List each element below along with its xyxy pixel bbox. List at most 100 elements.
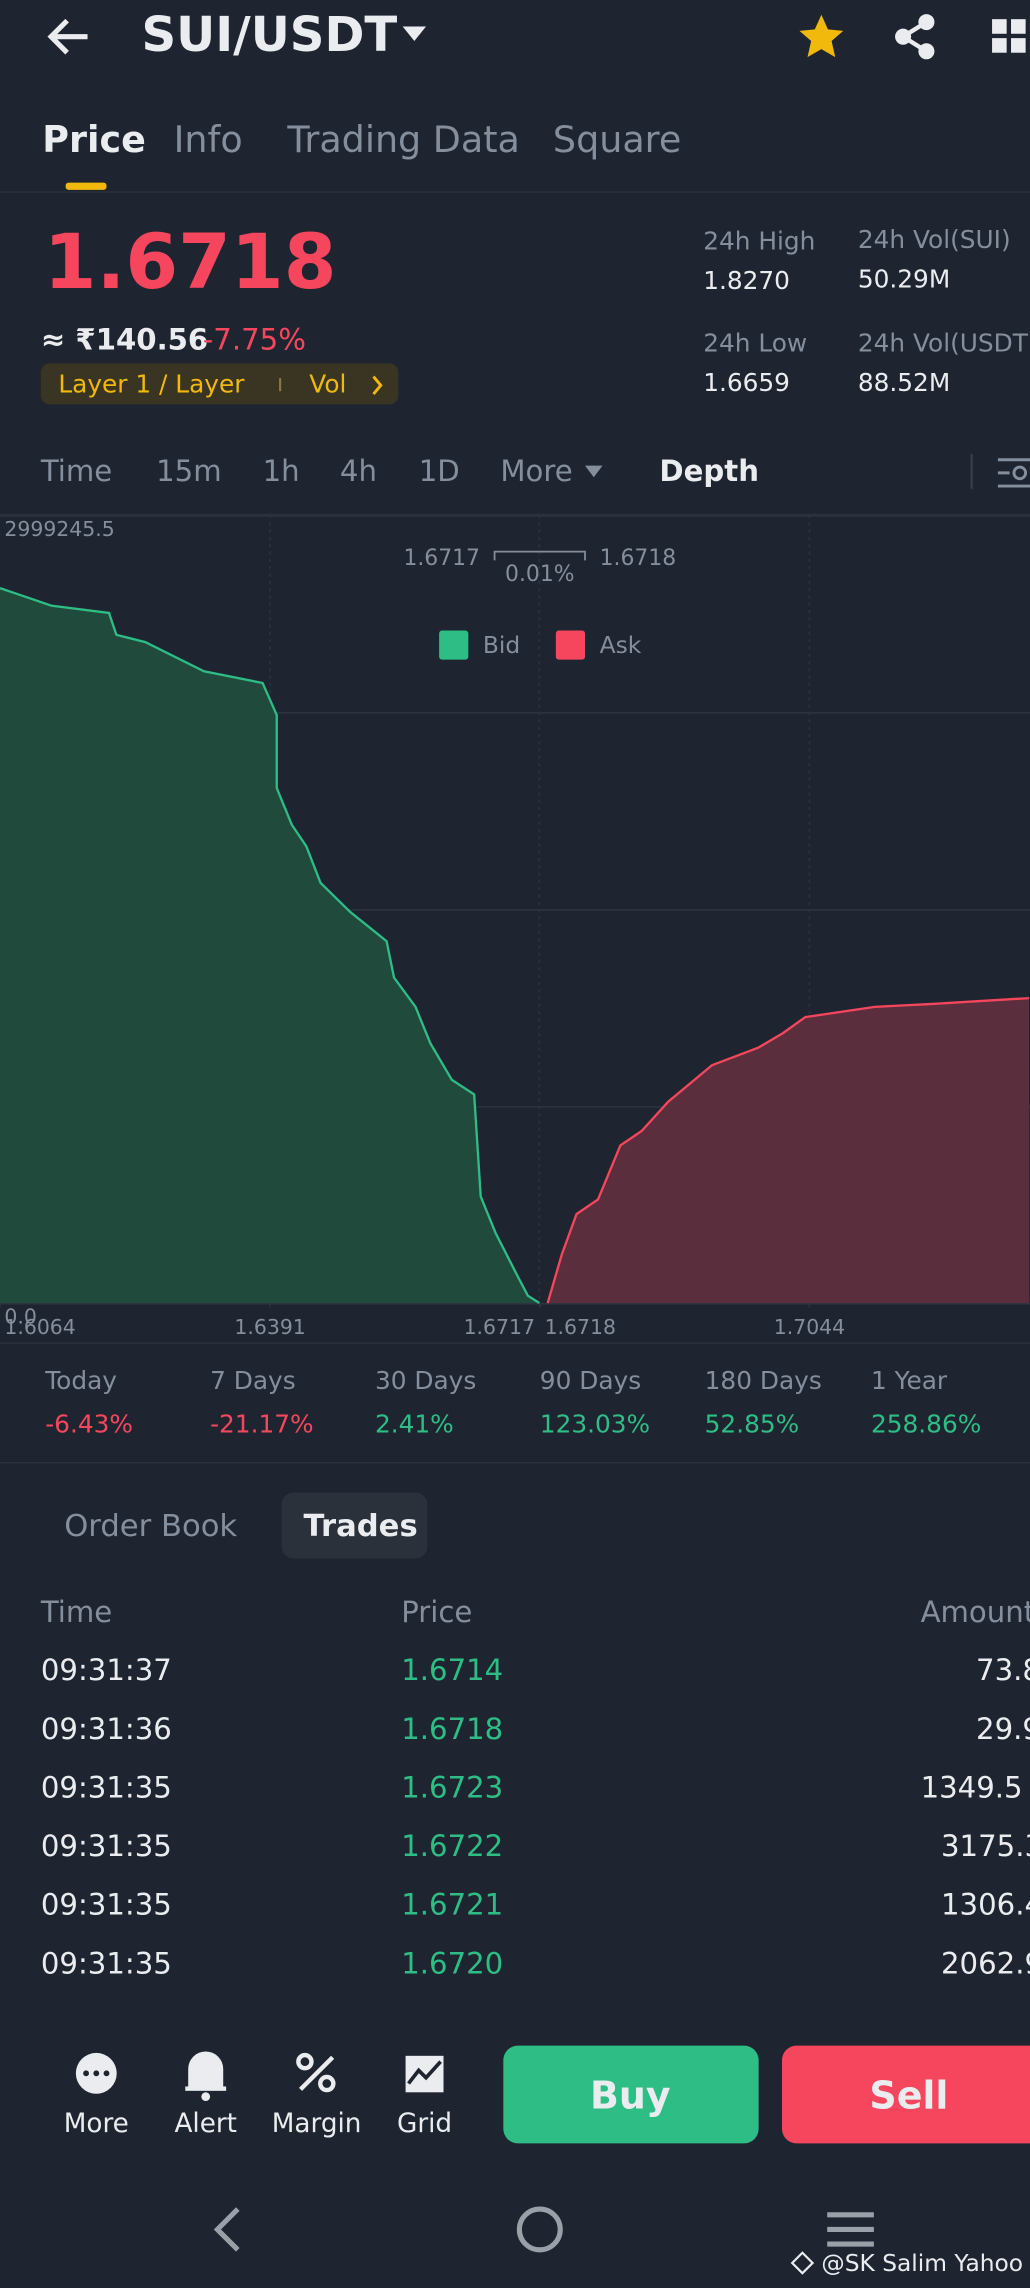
more-icon[interactable] — [75, 2052, 117, 2094]
period-label: 1 Year — [871, 1366, 948, 1395]
order-book-tab[interactable]: Order Book — [64, 1509, 237, 1544]
bid-price-annotation: 1.6717 — [403, 546, 480, 571]
period-label: 30 Days — [375, 1366, 476, 1395]
period-label: 7 Days — [210, 1366, 296, 1395]
nav-home[interactable] — [516, 2206, 563, 2253]
grid-icon[interactable] — [405, 2055, 444, 2093]
trade-amount: 1306.4 — [941, 1888, 1030, 1922]
depth-area — [547, 998, 1030, 1304]
stat-value: 1.6659 — [703, 368, 790, 397]
trade-price: 1.6721 — [401, 1888, 503, 1922]
spread-annotation: 0.01% — [505, 562, 574, 587]
trade-time: 09:31:36 — [41, 1712, 172, 1746]
legend-label: Bid — [483, 631, 520, 659]
trade-amount: 2062.9 — [941, 1946, 1030, 1980]
period-change: -6.43% — [45, 1410, 133, 1439]
trade-time: 09:31:37 — [41, 1653, 172, 1687]
trade-amount: 73.8 — [976, 1653, 1030, 1687]
pair-dropdown[interactable] — [402, 26, 427, 42]
action-label[interactable]: Alert — [174, 2109, 237, 2139]
last-price: 1.6718 — [44, 218, 337, 306]
more-dropdown[interactable] — [585, 465, 603, 478]
pair-title[interactable]: SUI/USDT — [142, 7, 398, 63]
interval-tab[interactable]: More — [500, 454, 572, 488]
trade-price: 1.6720 — [401, 1946, 503, 1980]
stat-value: 1.8270 — [703, 266, 790, 295]
tab[interactable]: Square — [553, 118, 681, 161]
nav-menu[interactable] — [827, 2212, 874, 2247]
tag-box[interactable] — [40, 363, 399, 405]
depth-line — [0, 587, 540, 1305]
fiat-price: ≈ ₹140.56 — [41, 323, 208, 357]
buy-button[interactable] — [503, 2045, 759, 2144]
stat-label: 24h Low — [703, 329, 807, 358]
share-button[interactable] — [895, 14, 935, 60]
trade-amount: 1349.5 — [921, 1770, 1023, 1804]
x-tick-label: 1.6064 — [4, 1315, 75, 1339]
sell-button[interactable] — [781, 2045, 1030, 2144]
trade-amount: 29.9 — [976, 1712, 1030, 1746]
stat-label: 24h Vol(USDT — [858, 329, 1029, 358]
stat-label: 24h Vol(SUI) — [858, 225, 1011, 254]
favorite-star[interactable] — [799, 14, 844, 58]
trades-tab-box[interactable] — [281, 1492, 428, 1559]
trade-time: 09:31:35 — [41, 1888, 172, 1922]
tag-chevron — [372, 375, 383, 396]
period-change: 2.41% — [375, 1410, 454, 1439]
sector-tag[interactable]: Layer 1 / Layer — [58, 369, 245, 398]
x-tick-label: 1.6718 — [545, 1315, 616, 1339]
period-change: 52.85% — [705, 1410, 800, 1439]
depth-line — [546, 996, 1030, 1304]
period-label: 90 Days — [540, 1366, 641, 1395]
column-header: Time — [40, 1595, 112, 1629]
interval-tab[interactable]: 1h — [263, 454, 300, 488]
depth-area — [0, 588, 540, 1304]
period-label: Today — [44, 1366, 117, 1395]
watermark-icon — [790, 2251, 815, 2275]
depth-chart: 0.0749811.41499622.82249434.02999245.51.… — [0, 515, 1030, 1339]
x-tick-label: 1.6391 — [234, 1315, 305, 1339]
trade-price: 1.6722 — [401, 1829, 503, 1863]
margin-icon[interactable] — [296, 2052, 336, 2093]
tab[interactable]: Price — [42, 118, 146, 161]
chart-settings[interactable] — [997, 458, 1030, 488]
trade-amount: 3175.3 — [941, 1829, 1030, 1863]
interval-tab[interactable]: 4h — [340, 454, 377, 488]
trade-time: 09:31:35 — [41, 1770, 172, 1804]
trades-tab[interactable]: Trades — [303, 1509, 417, 1544]
y-tick-label: 2999245.5 — [4, 517, 114, 541]
action-label[interactable]: Grid — [397, 2109, 452, 2139]
alert-icon[interactable] — [185, 2051, 227, 2102]
column-header: Amount — [921, 1595, 1030, 1629]
legend-swatch — [555, 630, 586, 660]
layout-button[interactable] — [992, 19, 1026, 53]
trade-price: 1.6714 — [401, 1653, 503, 1687]
period-change: -21.17% — [210, 1410, 314, 1439]
interval-tab[interactable]: 1D — [419, 454, 460, 488]
action-label[interactable]: More — [64, 2109, 129, 2139]
stat-value: 50.29M — [858, 264, 950, 293]
legend-label: Ask — [600, 631, 642, 659]
ask-price-annotation: 1.6718 — [600, 546, 677, 571]
tab[interactable]: Trading Data — [286, 118, 519, 161]
nav-back[interactable] — [213, 2207, 240, 2252]
x-tick-label: 1.6717 — [464, 1315, 535, 1339]
interval-tab[interactable]: Time — [40, 454, 112, 488]
sell-label[interactable]: Sell — [869, 2074, 948, 2118]
back-button[interactable] — [47, 18, 88, 55]
tag-link[interactable]: Vol — [309, 369, 346, 398]
spread-bracket — [493, 550, 586, 561]
price-change: -7.75% — [203, 323, 306, 357]
buy-label[interactable]: Buy — [590, 2074, 671, 2118]
y-tick-label: 0.0 — [4, 1305, 36, 1329]
period-change: 258.86% — [871, 1410, 981, 1439]
action-label[interactable]: Margin — [272, 2109, 362, 2139]
watermark: @SK Salim Yahoo — [821, 2249, 1023, 2277]
column-header: Price — [401, 1595, 472, 1629]
tab-indicator — [65, 182, 107, 190]
interval-tab[interactable]: 15m — [156, 454, 222, 488]
tab[interactable]: Info — [174, 118, 243, 161]
stat-label: 24h High — [703, 226, 815, 255]
interval-tab[interactable]: Depth — [659, 454, 759, 488]
